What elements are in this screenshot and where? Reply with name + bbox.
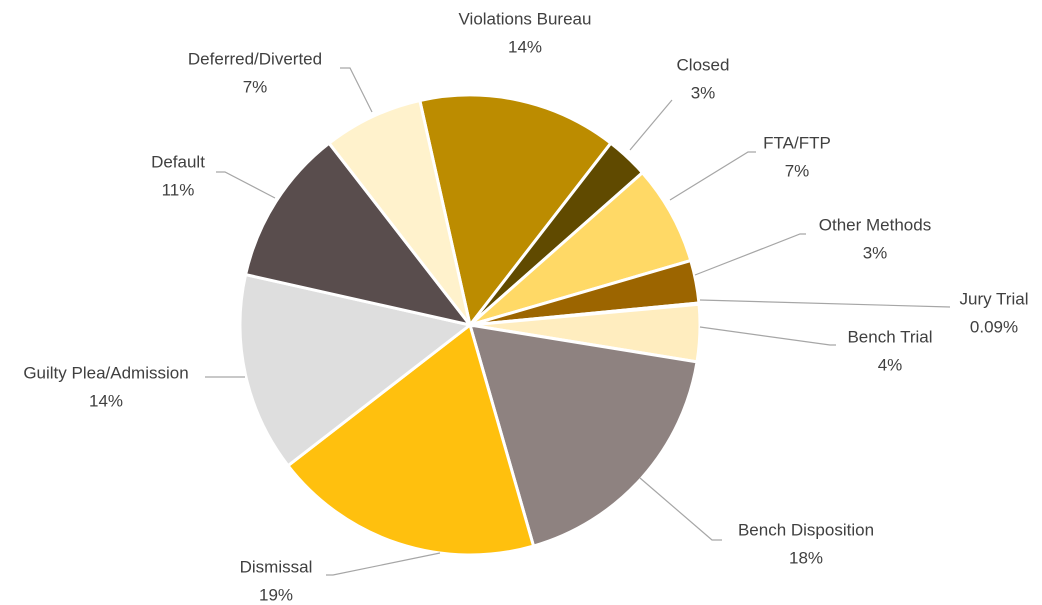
slice-label: Dismissal (240, 557, 313, 576)
slice-label: Bench Disposition (738, 520, 874, 539)
slice-label: Deferred/Diverted (188, 49, 322, 68)
slice-value-label: 4% (878, 355, 903, 374)
leader-line (216, 171, 276, 199)
slice-value-label: 14% (89, 391, 123, 410)
slice-label: Guilty Plea/Admission (23, 363, 188, 382)
slice-label: Violations Bureau (459, 9, 592, 28)
slice-label: FTA/FTP (763, 133, 831, 152)
slice-value-label: 14% (508, 37, 542, 56)
slice-value-label: 18% (789, 548, 823, 567)
slice-value-label: 3% (863, 243, 888, 262)
leader-line (340, 67, 373, 113)
pie-slice (418, 93, 613, 329)
slice-label: Closed (677, 55, 730, 74)
slice-value-label: 19% (259, 585, 293, 604)
leader-line (629, 99, 673, 151)
pie-slice (238, 272, 474, 468)
leader-line (326, 552, 441, 576)
slice-label: Other Methods (819, 215, 931, 234)
slice-label: Default (151, 152, 205, 171)
slice-value-label: 7% (785, 161, 810, 180)
slice-value-label: 7% (243, 77, 268, 96)
slice-value-label: 0.09% (970, 317, 1018, 336)
leader-line (699, 299, 951, 308)
leader-line (699, 326, 836, 346)
slice-label: Jury Trial (960, 289, 1029, 308)
leader-line (639, 477, 722, 541)
leader-line (669, 151, 756, 201)
slice-value-label: 11% (162, 180, 195, 199)
pie-slice (285, 322, 536, 557)
pie-slice (326, 98, 472, 326)
slice-label: Bench Trial (847, 327, 932, 346)
pie-slice (243, 141, 474, 328)
pie-slice (467, 323, 699, 548)
slice-value-label: 3% (691, 83, 716, 102)
leader-line (694, 233, 806, 276)
